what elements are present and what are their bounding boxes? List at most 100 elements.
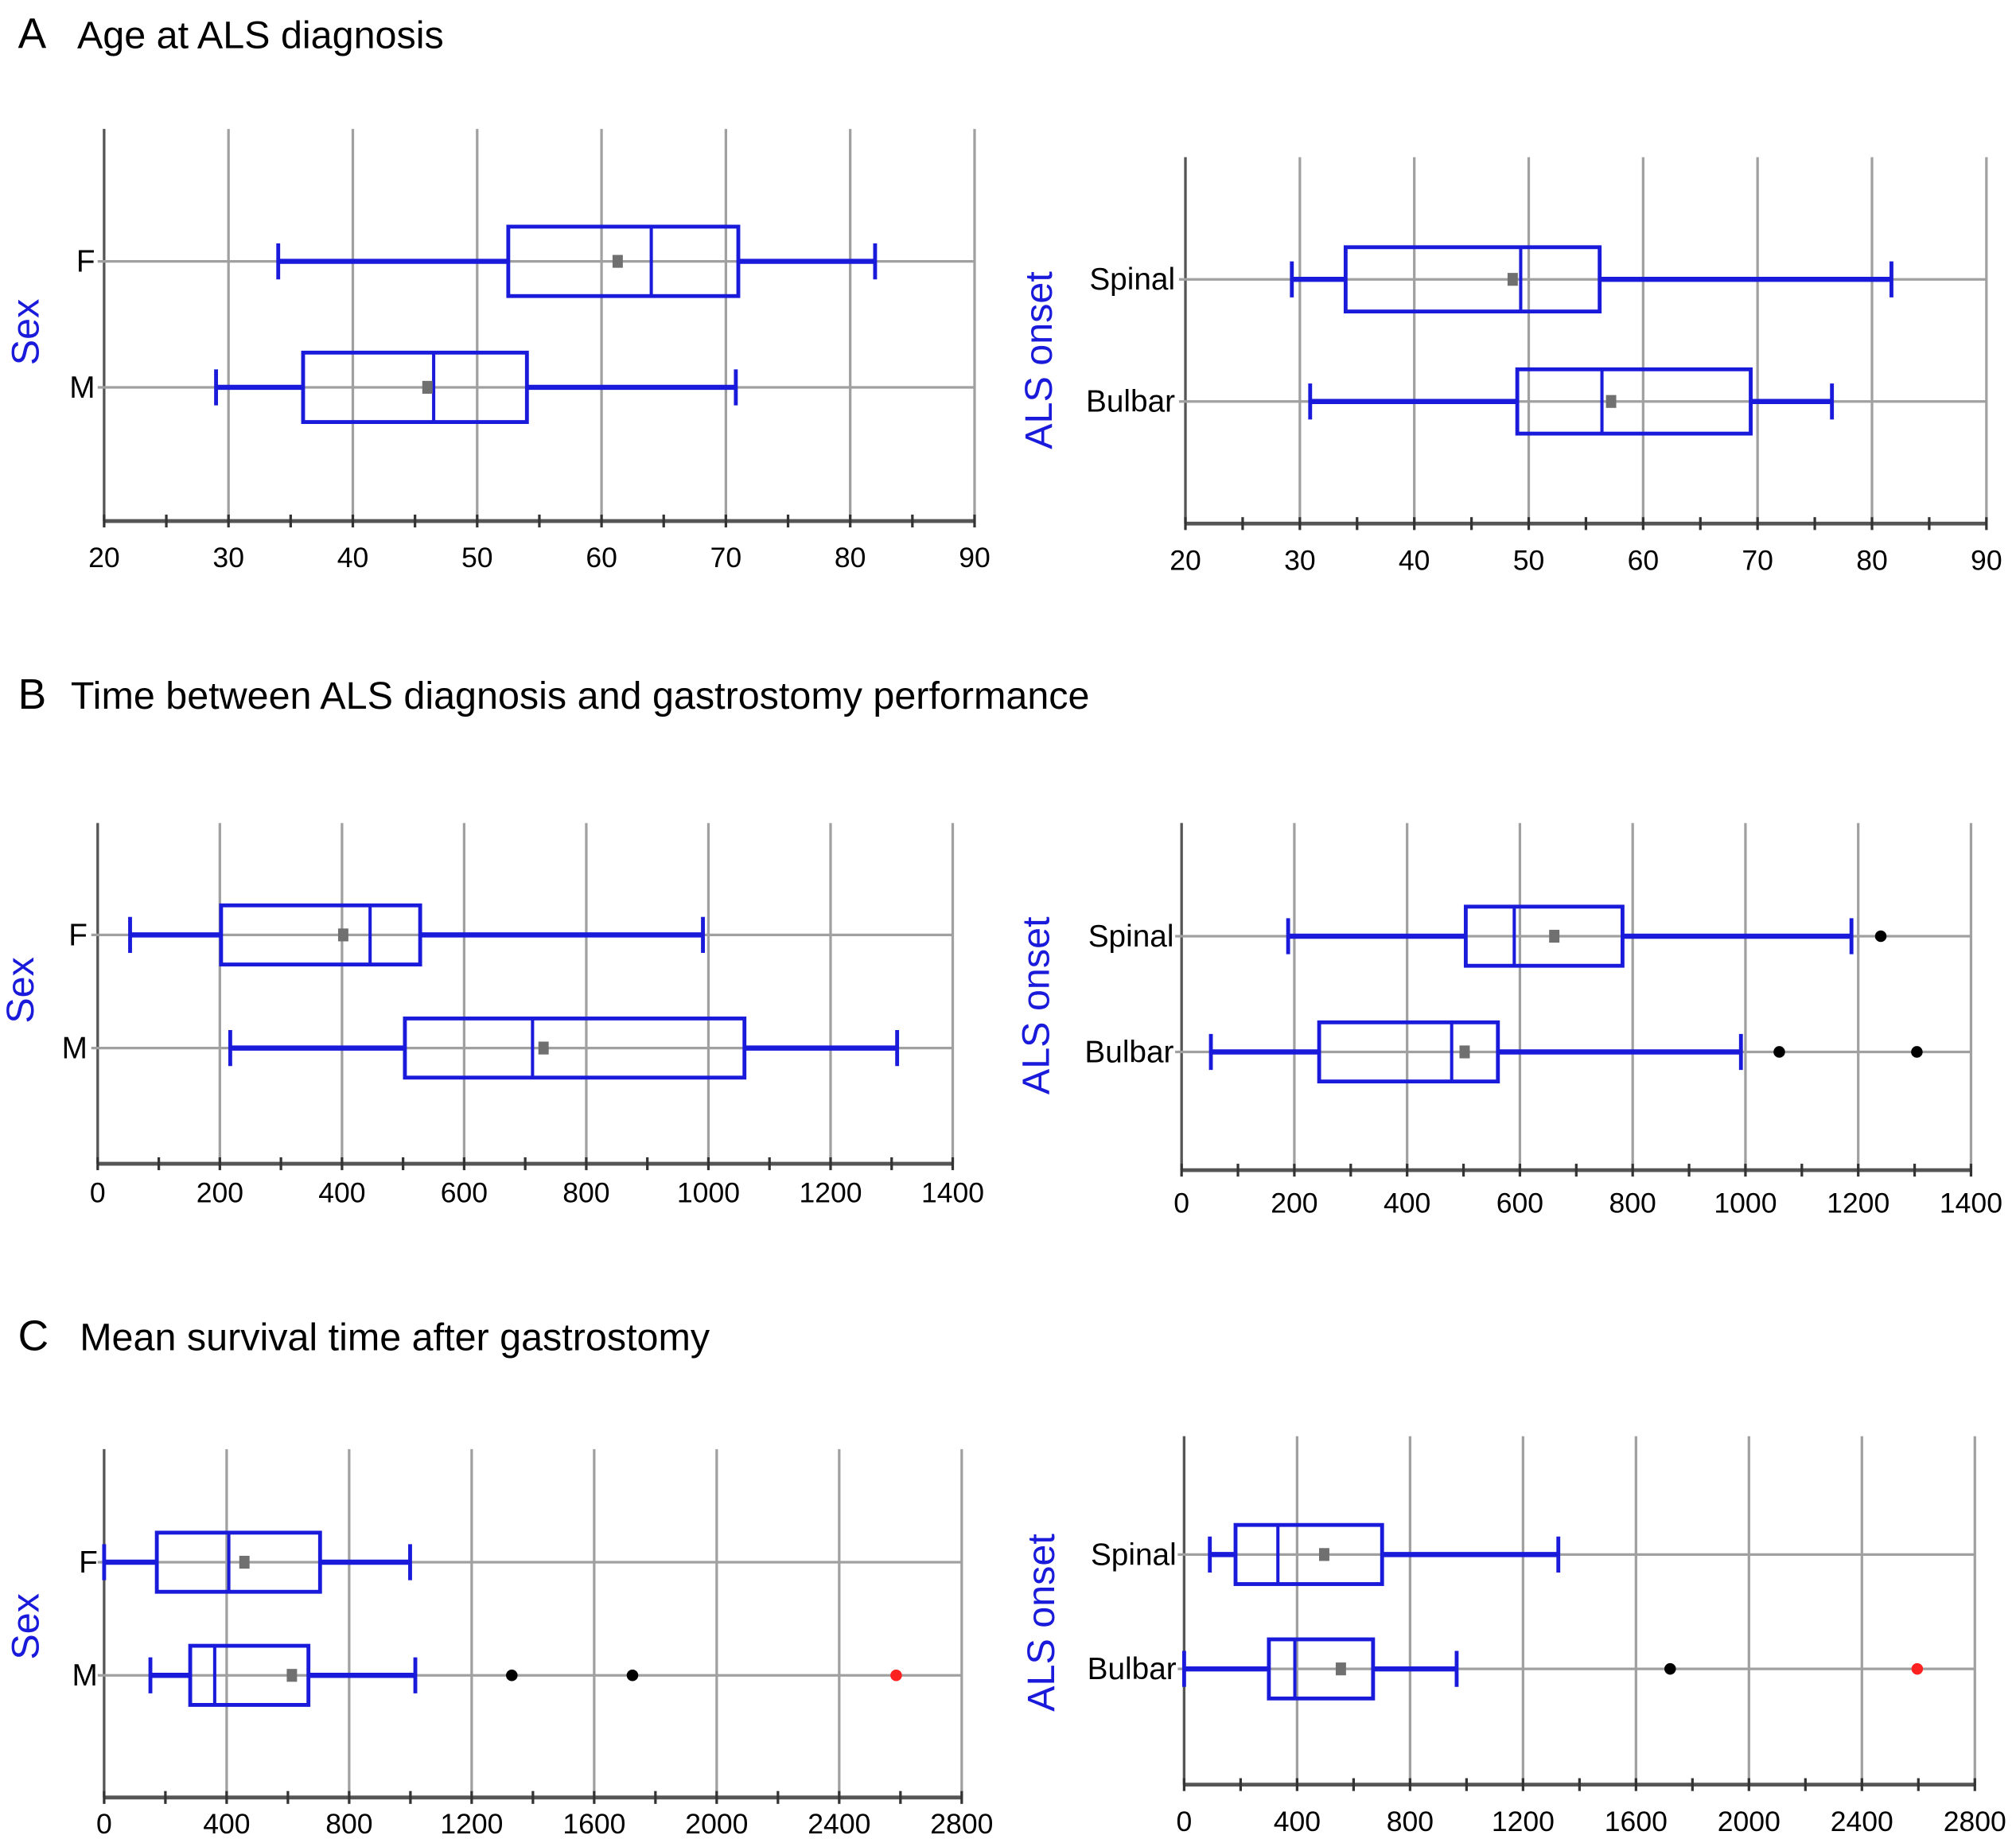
box-spinal: Spinal (1089, 245, 1987, 314)
iqr-box (1343, 245, 1602, 314)
iqr-box (1267, 1637, 1376, 1701)
category-label: Spinal (1089, 262, 1175, 297)
category-label: M (62, 1032, 88, 1066)
box-m: M (62, 1017, 953, 1080)
panel-letter: B (18, 671, 47, 718)
outlier-point (1874, 930, 1887, 943)
mean-marker (239, 1555, 250, 1569)
category-label: Bulbar (1084, 1035, 1173, 1069)
box-f: F (68, 903, 953, 966)
category-label: F (76, 245, 95, 279)
x-tick-label: 2400 (1831, 1806, 1893, 1837)
box-m: M (72, 1643, 962, 1707)
x-tick-label: 1200 (1827, 1187, 1890, 1219)
mean-marker (612, 255, 623, 268)
box-spinal: Spinal (1088, 904, 1971, 968)
panel-letter: A (18, 10, 47, 57)
x-tick-label: 400 (1274, 1806, 1321, 1837)
outlier-point (1911, 1046, 1923, 1058)
outlier-point (1773, 1046, 1785, 1058)
x-tick-label: 200 (197, 1177, 243, 1209)
category-label: F (68, 918, 88, 952)
iqr-box (1515, 367, 1753, 436)
extreme-point (1911, 1662, 1924, 1675)
iqr-box (506, 224, 741, 298)
boxplot-chart: 0 200 400 600 800 1000 1200 1400 Sex F M (0, 822, 984, 1209)
mean-marker (1318, 1548, 1329, 1561)
x-tick-label: 40 (337, 542, 369, 573)
box-m: M (69, 350, 975, 425)
panel-title: Mean survival time after gastrostomy (80, 1316, 710, 1359)
mean-marker (422, 380, 433, 395)
iqr-box (403, 1017, 747, 1080)
panel-a-heading: A Age at ALS diagnosis (18, 10, 444, 57)
x-tick-label: 1600 (562, 1808, 625, 1839)
x-tick-label: 1000 (677, 1177, 740, 1209)
x-tick-label: 800 (1609, 1187, 1656, 1219)
x-tick-label: 70 (1742, 544, 1773, 576)
x-tick-label: 0 (96, 1808, 112, 1839)
x-tick-label: 90 (959, 542, 990, 573)
x-tick-label: 2400 (808, 1808, 870, 1839)
boxplot-chart: 20 30 40 50 60 70 80 90 ALS onset Spinal Bulbar (1018, 157, 2002, 576)
x-tick-label: 2800 (930, 1808, 993, 1839)
x-tick-label: 60 (1628, 544, 1660, 576)
x-tick-label: 20 (1170, 544, 1201, 576)
box-spinal: Spinal (1091, 1522, 1975, 1586)
category-label: M (69, 371, 95, 405)
panel-c-heading: C Mean survival time after gastrostomy (18, 1312, 710, 1359)
iqr-box (1463, 904, 1625, 968)
category-label: Bulbar (1088, 1652, 1177, 1686)
panel-title: Time between ALS diagnosis and gastrosto… (71, 675, 1090, 717)
box-bulbar: Bulbar (1084, 1020, 1971, 1084)
iqr-box (1317, 1020, 1500, 1084)
x-tick-label: 1400 (921, 1177, 984, 1209)
x-tick-label: 20 (88, 542, 120, 573)
extreme-point (890, 1669, 902, 1682)
outlier-point (506, 1669, 518, 1682)
mean-marker (1549, 929, 1560, 943)
category-label: Spinal (1088, 920, 1174, 954)
x-tick-label: 400 (203, 1808, 250, 1839)
iqr-box (1233, 1522, 1384, 1586)
outlier-point (626, 1669, 639, 1682)
box-f: F (76, 224, 975, 298)
mean-marker (1507, 273, 1518, 286)
x-tick-label: 2000 (1718, 1806, 1781, 1837)
x-tick-label: 200 (1271, 1187, 1317, 1219)
x-tick-label: 0 (1177, 1806, 1193, 1837)
box-f: F (79, 1530, 962, 1594)
mean-marker (1335, 1662, 1346, 1676)
x-tick-label: 30 (212, 542, 244, 573)
x-tick-label: 90 (1971, 544, 2002, 576)
x-tick-label: 50 (1513, 544, 1545, 576)
x-tick-label: 1200 (440, 1808, 503, 1839)
y-axis-label: ALS onset (1015, 916, 1058, 1094)
x-tick-label: 1200 (1492, 1806, 1555, 1837)
x-tick-label: 80 (1856, 544, 1888, 576)
y-axis-label: Sex (0, 957, 42, 1024)
x-tick-label: 800 (1387, 1806, 1434, 1837)
category-label: Bulbar (1086, 385, 1175, 419)
x-tick-label: 80 (835, 542, 866, 573)
mean-marker (337, 928, 348, 942)
boxplot-chart: 0 400 800 1200 1600 2000 2400 2800 Sex F M (4, 1448, 993, 1839)
x-tick-label: 70 (710, 542, 742, 573)
x-tick-label: 60 (586, 542, 617, 573)
x-tick-label: 400 (318, 1177, 365, 1209)
mean-marker (1459, 1045, 1470, 1059)
y-axis-label: Sex (4, 1593, 47, 1660)
x-tick-label: 600 (441, 1177, 488, 1209)
x-tick-label: 30 (1284, 544, 1316, 576)
x-tick-label: 1600 (1605, 1806, 1668, 1837)
x-tick-label: 1200 (799, 1177, 862, 1209)
iqr-box (154, 1530, 322, 1594)
panel-b-heading: B Time between ALS diagnosis and gastros… (18, 671, 1090, 718)
outlier-point (1664, 1662, 1676, 1675)
boxplot-chart: 20 30 40 50 60 70 80 90 Sex F M (4, 129, 990, 573)
x-tick-label: 1400 (1940, 1187, 2002, 1219)
panel-letter: C (18, 1312, 49, 1359)
box-bulbar: Bulbar (1088, 1637, 1975, 1701)
y-axis-label: Sex (4, 299, 47, 366)
x-tick-label: 0 (90, 1177, 106, 1209)
